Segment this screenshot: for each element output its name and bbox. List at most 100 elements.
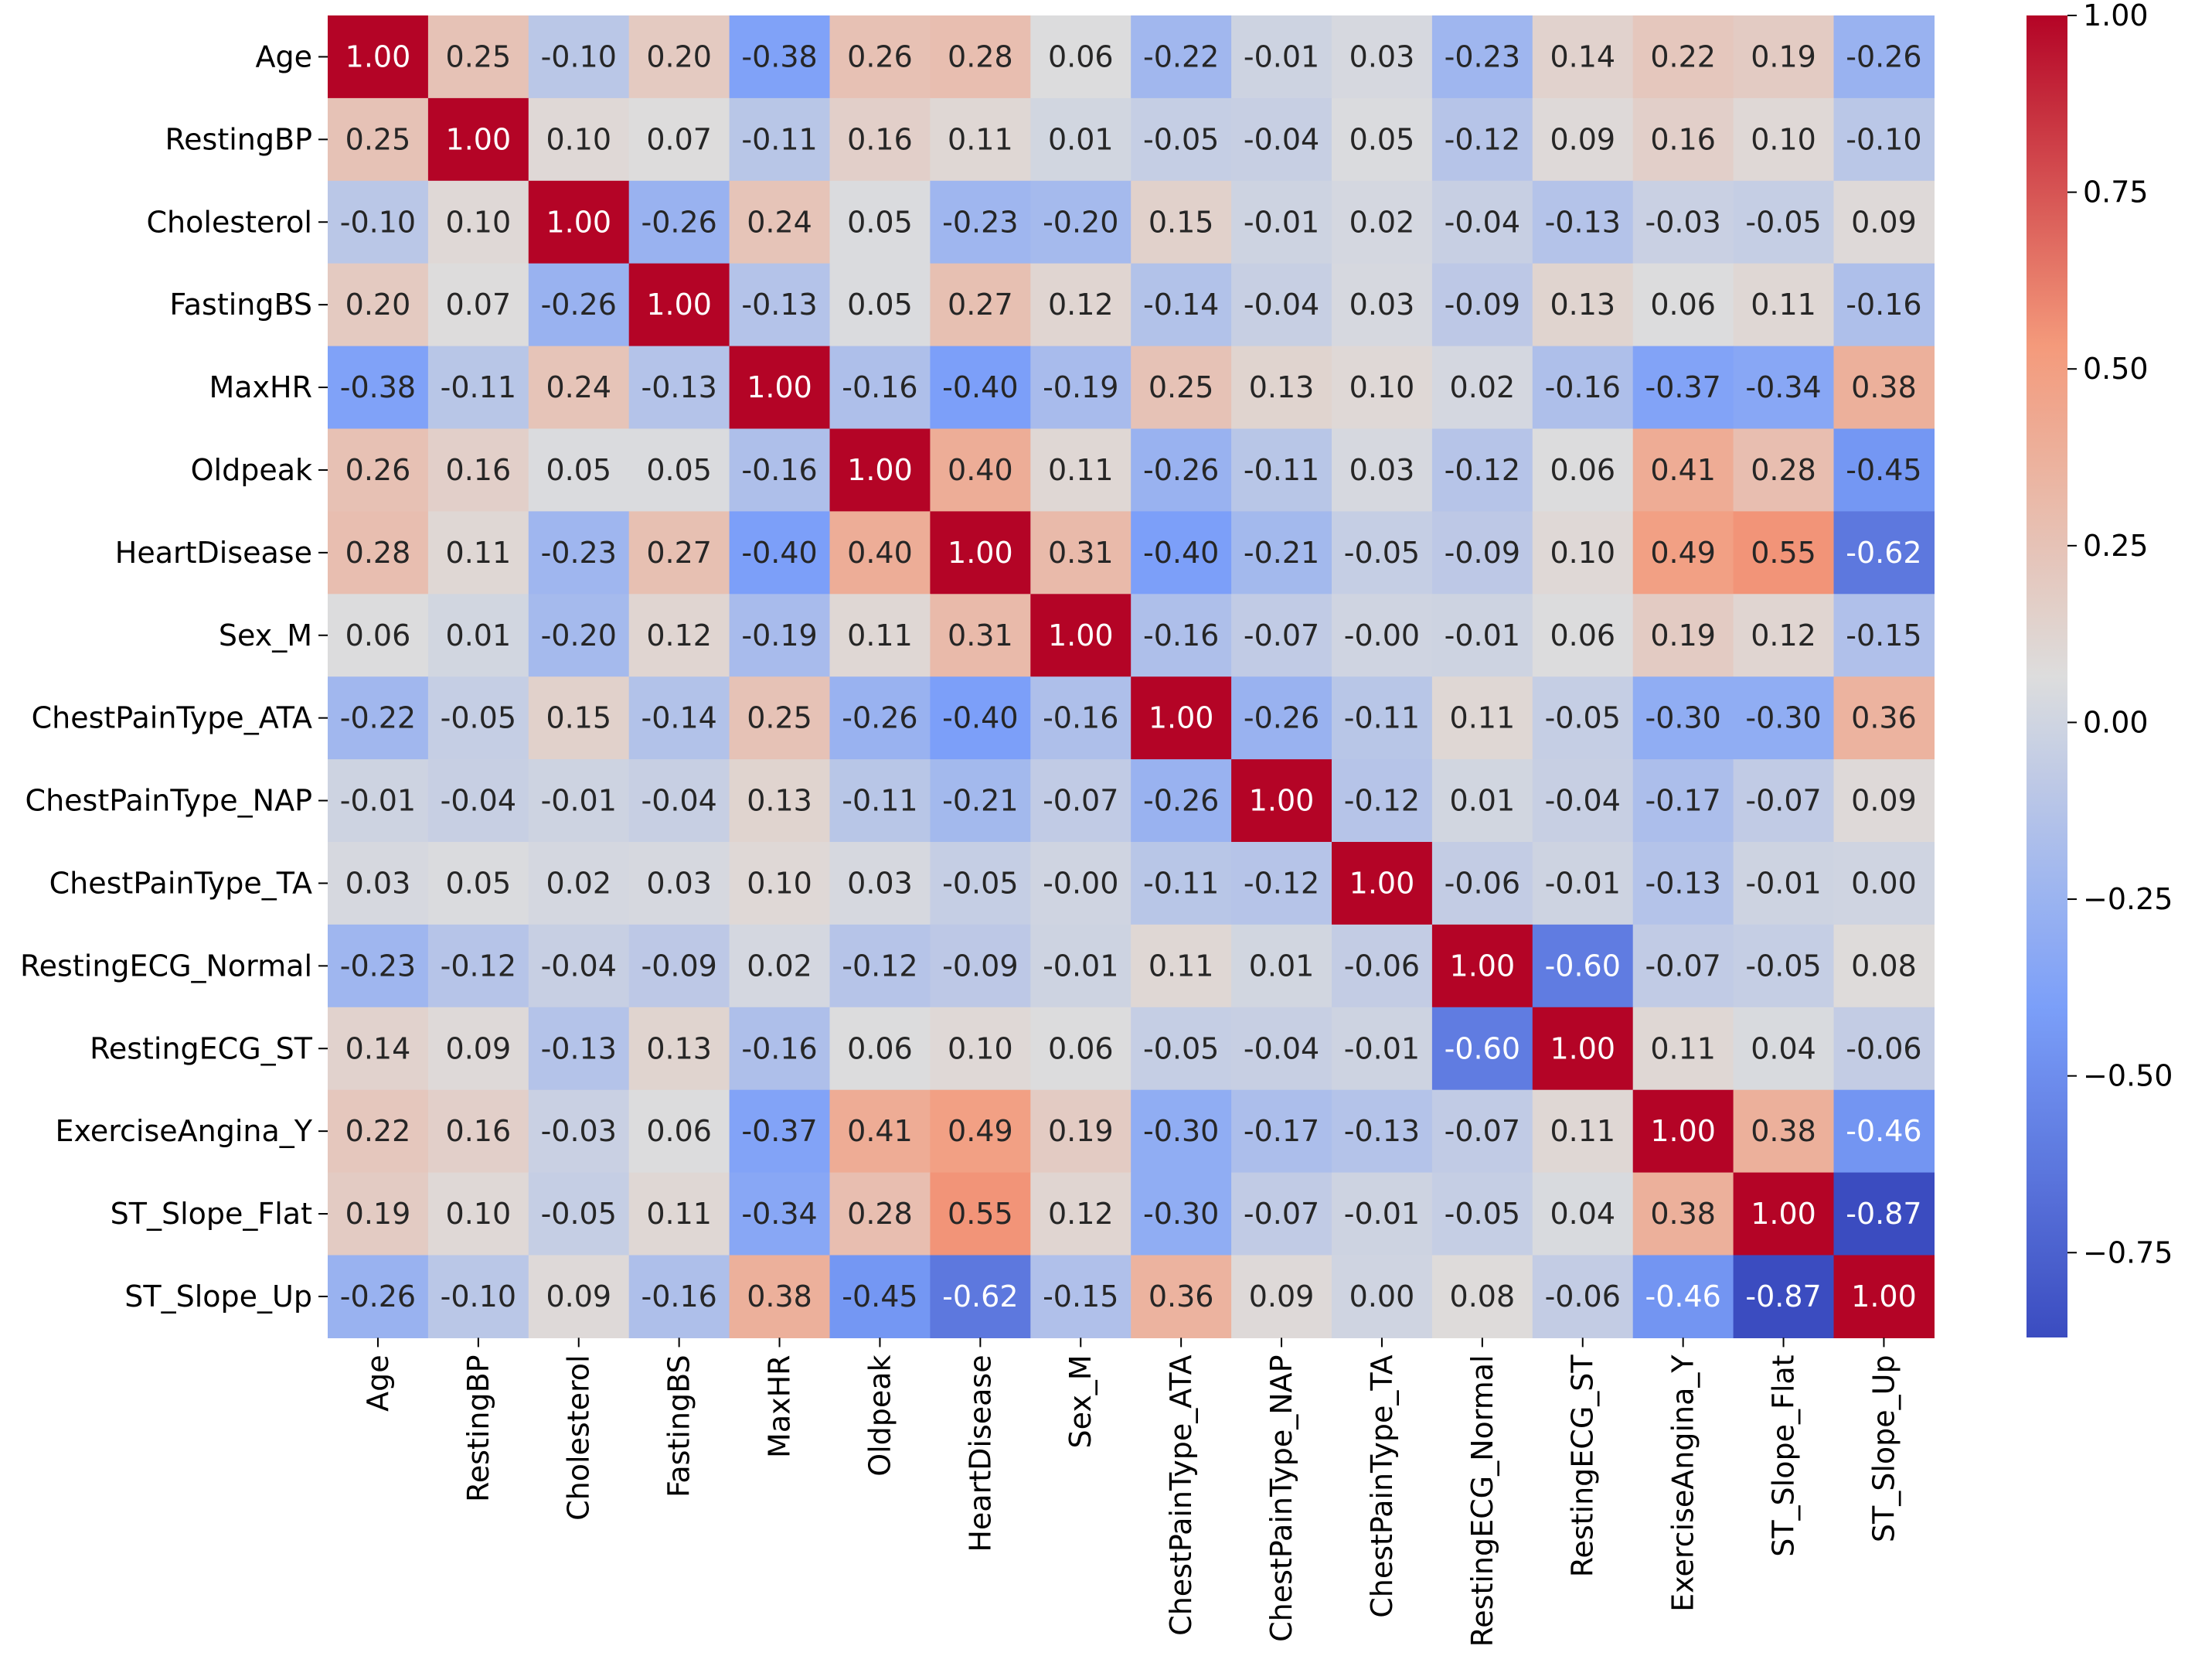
cell-value-label: -0.17	[1244, 1114, 1319, 1148]
cell-value-label: -0.16	[1043, 701, 1118, 735]
heatmap-cell	[628, 924, 730, 1008]
cell-value-label: 0.24	[546, 370, 611, 404]
cell-value-label: -0.10	[1846, 122, 1921, 156]
cell-value-label: 0.10	[948, 1031, 1013, 1065]
cell-value-label: 0.25	[446, 39, 512, 73]
heatmap-cell	[1833, 15, 1935, 99]
heatmap-cell	[1632, 97, 1734, 182]
cell-value-label: 0.02	[1349, 205, 1415, 239]
x-tick-label: RestingECG_Normal	[1465, 1354, 1499, 1647]
cell-value-label: -0.19	[1043, 370, 1118, 404]
heatmap-cell	[1733, 594, 1835, 677]
cell-value-label: -0.13	[541, 1031, 617, 1065]
heatmap-cell	[1231, 263, 1332, 347]
cell-value-label: -0.06	[1344, 949, 1420, 983]
heatmap-cell	[427, 676, 529, 760]
heatmap-cell	[1231, 346, 1332, 430]
y-tick-label: RestingECG_Normal	[20, 949, 312, 983]
heatmap-cell	[1733, 97, 1835, 182]
cell-value-label: -0.87	[1745, 1279, 1821, 1314]
cell-value-label: -0.05	[1545, 701, 1621, 735]
cell-value-label: -0.15	[1043, 1279, 1118, 1314]
cell-value-label: 0.27	[948, 288, 1013, 322]
heatmap-cell	[1733, 263, 1835, 347]
cell-value-label: -0.04	[1244, 288, 1319, 322]
heatmap-cell	[1332, 924, 1433, 1008]
heatmap-cell	[930, 511, 1031, 595]
cell-value-label: 0.28	[847, 1197, 913, 1231]
cell-value-label: -0.11	[441, 370, 516, 404]
heatmap-cell	[829, 511, 931, 595]
cell-value-label: 0.19	[1751, 39, 1816, 73]
heatmap-cell	[930, 1007, 1031, 1091]
cell-value-label: -0.04	[441, 784, 516, 818]
cell-value-label: -0.10	[340, 205, 416, 239]
heatmap-cell	[729, 1007, 831, 1091]
x-tick-label: Oldpeak	[863, 1354, 897, 1476]
heatmap-cell	[628, 759, 730, 843]
heatmap-cell	[528, 676, 630, 760]
heatmap-cell	[427, 1172, 529, 1256]
cell-value-label: -0.06	[1445, 866, 1520, 900]
cell-value-label: -0.11	[1143, 866, 1219, 900]
heatmap-cell	[1733, 842, 1835, 925]
heatmap-cell	[328, 15, 429, 99]
heatmap-cell	[1131, 1007, 1232, 1091]
cell-value-label: 0.10	[546, 122, 611, 156]
heatmap-cell	[427, 263, 529, 347]
cell-value-label: -0.04	[541, 949, 617, 983]
heatmap-cell	[528, 1172, 630, 1256]
cell-value-label: 0.12	[1048, 1197, 1114, 1231]
cell-value-label: -0.05	[1143, 1031, 1219, 1065]
heatmap-cell	[1733, 15, 1835, 99]
heatmap-cell	[1030, 759, 1132, 843]
colorbar-tick-label: 1.00	[2083, 0, 2149, 32]
cell-value-label: 0.05	[1349, 122, 1415, 156]
cell-value-label: 0.09	[1249, 1279, 1315, 1314]
cell-value-label: 0.01	[446, 618, 512, 653]
cell-value-label: 0.15	[546, 701, 611, 735]
heatmap-cell	[427, 346, 529, 430]
heatmap-cell	[528, 1089, 630, 1174]
x-tick-label: HeartDisease	[963, 1354, 997, 1552]
cell-value-label: -0.12	[1445, 122, 1520, 156]
cell-value-label: 1.00	[1450, 949, 1516, 983]
cell-value-label: -0.37	[741, 1114, 817, 1148]
heatmap-cell	[1532, 594, 1634, 677]
heatmap-cell	[930, 97, 1031, 182]
cell-value-label: 0.11	[948, 122, 1013, 156]
cell-value-label: 0.06	[1048, 39, 1114, 73]
cell-value-label: 1.00	[1751, 1197, 1816, 1231]
cell-value-label: -0.14	[1143, 288, 1219, 322]
cell-value-label: -0.11	[1344, 701, 1420, 735]
heatmap-cell	[1733, 346, 1835, 430]
heatmap-cell	[1632, 676, 1734, 760]
heatmap-cell	[628, 15, 730, 99]
heatmap-cell	[328, 97, 429, 182]
cell-value-label: 0.04	[1550, 1197, 1615, 1231]
heatmap-cell	[628, 511, 730, 595]
heatmap-cell	[427, 15, 529, 99]
heatmap-cell	[729, 15, 831, 99]
heatmap-cell	[930, 594, 1031, 677]
heatmap-cell	[528, 346, 630, 430]
heatmap-cell	[1431, 15, 1533, 99]
cell-value-label: 0.15	[1149, 205, 1214, 239]
cell-value-label: -0.03	[1645, 205, 1720, 239]
heatmap-cell	[1833, 97, 1935, 182]
cell-value-label: 0.09	[446, 1031, 512, 1065]
heatmap-cell	[1030, 594, 1132, 677]
cell-value-label: -0.30	[1745, 701, 1821, 735]
cell-value-label: -0.16	[641, 1279, 716, 1314]
heatmap-cell	[1833, 1089, 1935, 1174]
heatmap-cell	[829, 428, 931, 512]
cell-value-label: -0.04	[641, 784, 716, 818]
cell-value-label: -0.01	[1244, 39, 1319, 73]
cell-value-label: 1.00	[747, 370, 812, 404]
heatmap-cell	[328, 511, 429, 595]
x-tick-label: ChestPainType_NAP	[1264, 1354, 1298, 1641]
cell-value-label: -0.22	[1143, 39, 1219, 73]
heatmap-cell	[829, 676, 931, 760]
heatmap-cell	[930, 346, 1031, 430]
